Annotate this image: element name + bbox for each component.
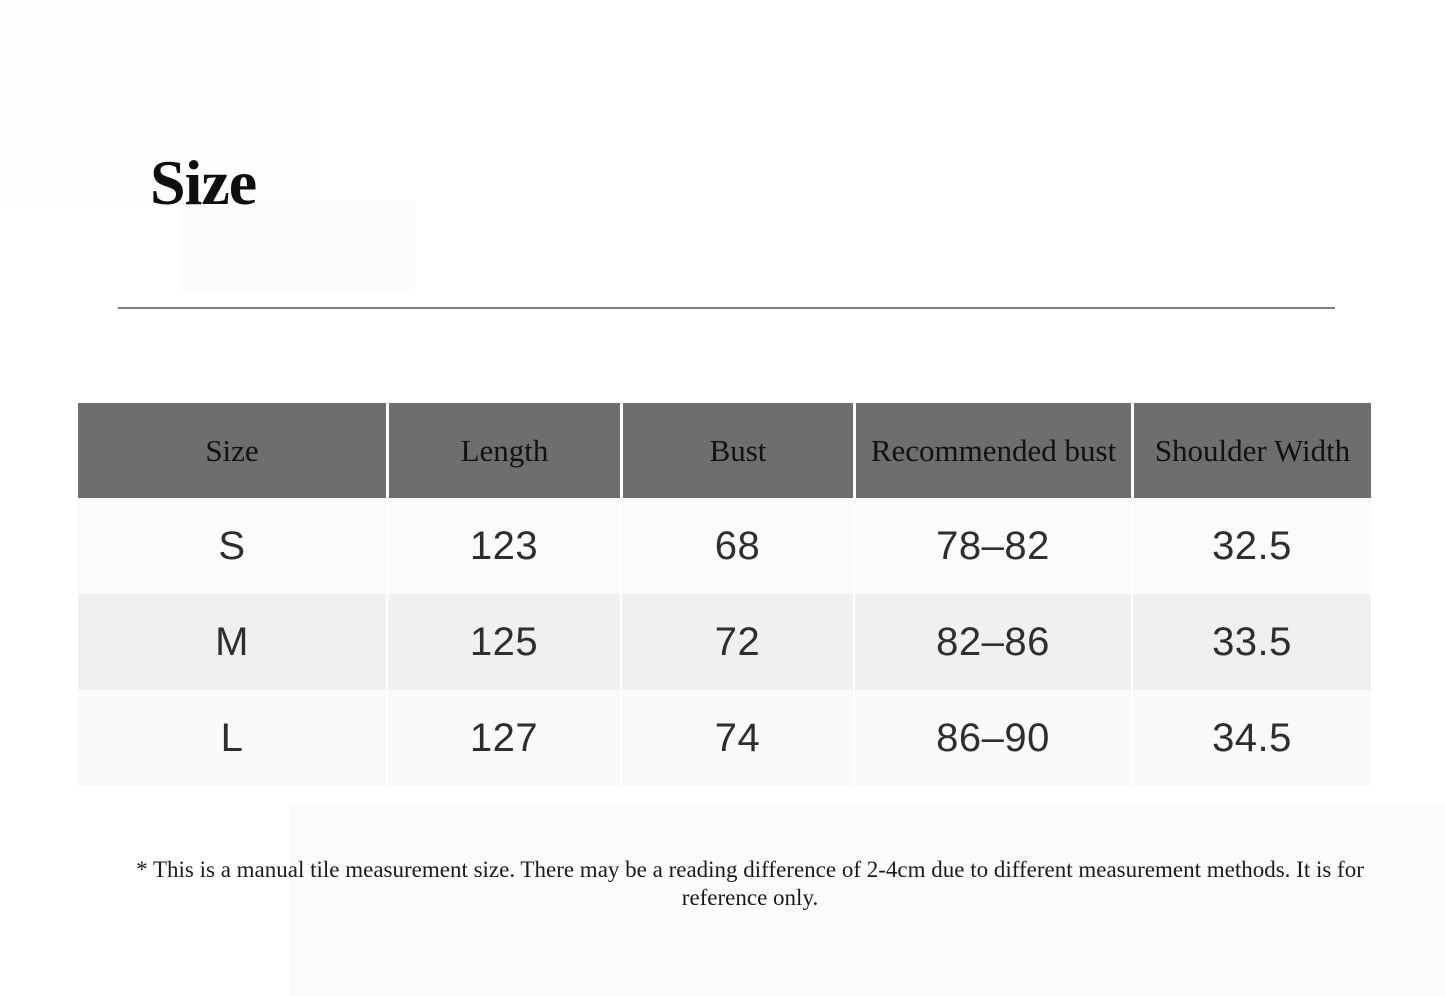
cell-length: 125 [386, 594, 620, 690]
cell-bust: 68 [620, 498, 853, 594]
cell-shoulder-width: 34.5 [1131, 690, 1371, 786]
cell-length: 123 [386, 498, 620, 594]
cell-length: 127 [386, 690, 620, 786]
cell-shoulder-width: 32.5 [1131, 498, 1371, 594]
page-title: Size [150, 147, 257, 218]
header-recommended-bust: Recommended bust [853, 403, 1131, 498]
cell-recommended-bust: 86–90 [853, 690, 1131, 786]
header-bust: Bust [620, 403, 853, 498]
divider-line [118, 307, 1335, 309]
cell-recommended-bust: 78–82 [853, 498, 1131, 594]
header-shoulder-width: Shoulder Width [1131, 403, 1371, 498]
cell-bust: 72 [620, 594, 853, 690]
cell-size: L [220, 715, 244, 760]
cell-bust: 74 [620, 690, 853, 786]
table-row-l: L 127 74 86–90 34.5 [78, 690, 1371, 786]
cell-recommended-bust: 82–86 [853, 594, 1131, 690]
size-table-header-row: Size Length Bust Recommended bust Should… [78, 403, 1371, 498]
table-row-s: S 123 68 78–82 32.5 [78, 498, 1371, 594]
header-length: Length [386, 403, 620, 498]
size-table: Size Length Bust Recommended bust Should… [78, 403, 1371, 786]
footnote: * This is a manual tile measurement size… [136, 857, 1364, 910]
cell-shoulder-width: 33.5 [1131, 594, 1371, 690]
header-size: Size [205, 432, 259, 468]
table-row-m: M 125 72 82–86 33.5 [78, 594, 1371, 690]
cell-size: S [218, 523, 246, 568]
cell-size: M [215, 619, 249, 664]
